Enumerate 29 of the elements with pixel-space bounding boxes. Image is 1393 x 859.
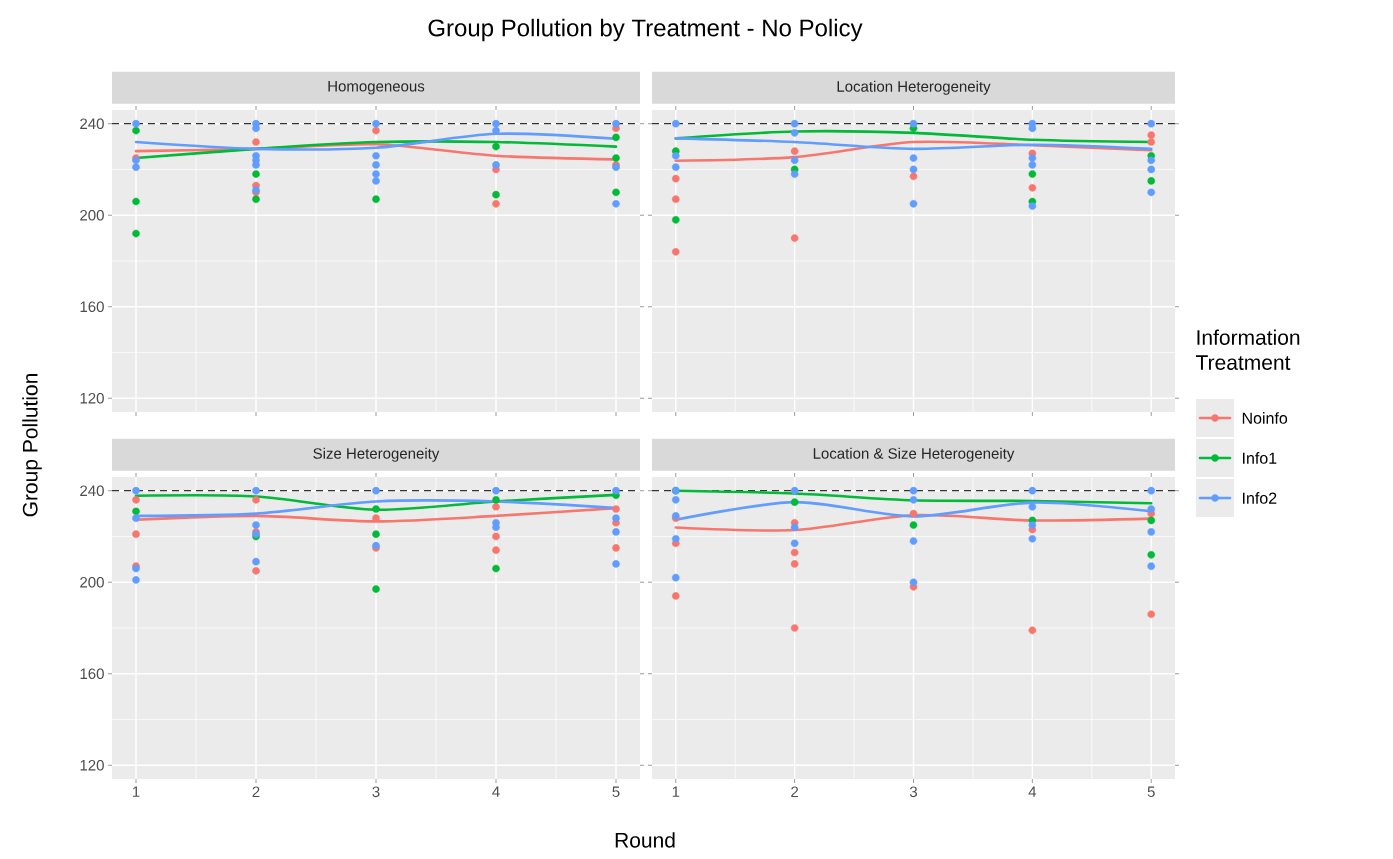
x-tick-label: 4 (492, 786, 500, 797)
chart-title: Group Pollution by Treatment - No Policy (428, 18, 863, 42)
x-tick-label: 3 (372, 786, 380, 798)
chart-subtitle: Location Heterogeneity (837, 80, 991, 95)
legend-label: Noinfo (1242, 412, 1288, 424)
y-tick-label: 120 (80, 392, 104, 404)
x-tick-label: 5 (1147, 786, 1155, 797)
y-tick-label: 160 (80, 668, 104, 680)
legend-title: Information Treatment (1196, 329, 1300, 370)
y-tick-label: 200 (80, 209, 104, 221)
x-tick-label: 1 (672, 786, 680, 797)
chart-subtitle: Location & Size Heterogeneity (813, 447, 1015, 462)
x-tick-label: 2 (252, 786, 260, 797)
chart-subtitle: Size Heterogeneity (313, 447, 440, 462)
y-tick-label: 120 (80, 759, 104, 771)
chart-subtitle: Homogeneous (328, 81, 425, 95)
legend-label: Info2 (1243, 492, 1277, 504)
x-tick-label: 5 (612, 786, 620, 797)
y-tick-label: 160 (80, 301, 104, 313)
y-tick-label: 240 (80, 118, 104, 130)
y-axis-title: Group Pollution (22, 374, 42, 517)
y-tick-label: 200 (80, 576, 104, 588)
x-tick-label: 3 (909, 786, 918, 798)
y-tick-label: 240 (80, 485, 104, 497)
x-tick-label: 2 (791, 786, 799, 797)
x-axis-title: Round (615, 832, 675, 848)
legend-label: Info1 (1243, 452, 1277, 464)
x-tick-label: 1 (132, 786, 140, 797)
x-tick-label: 4 (1028, 786, 1037, 797)
